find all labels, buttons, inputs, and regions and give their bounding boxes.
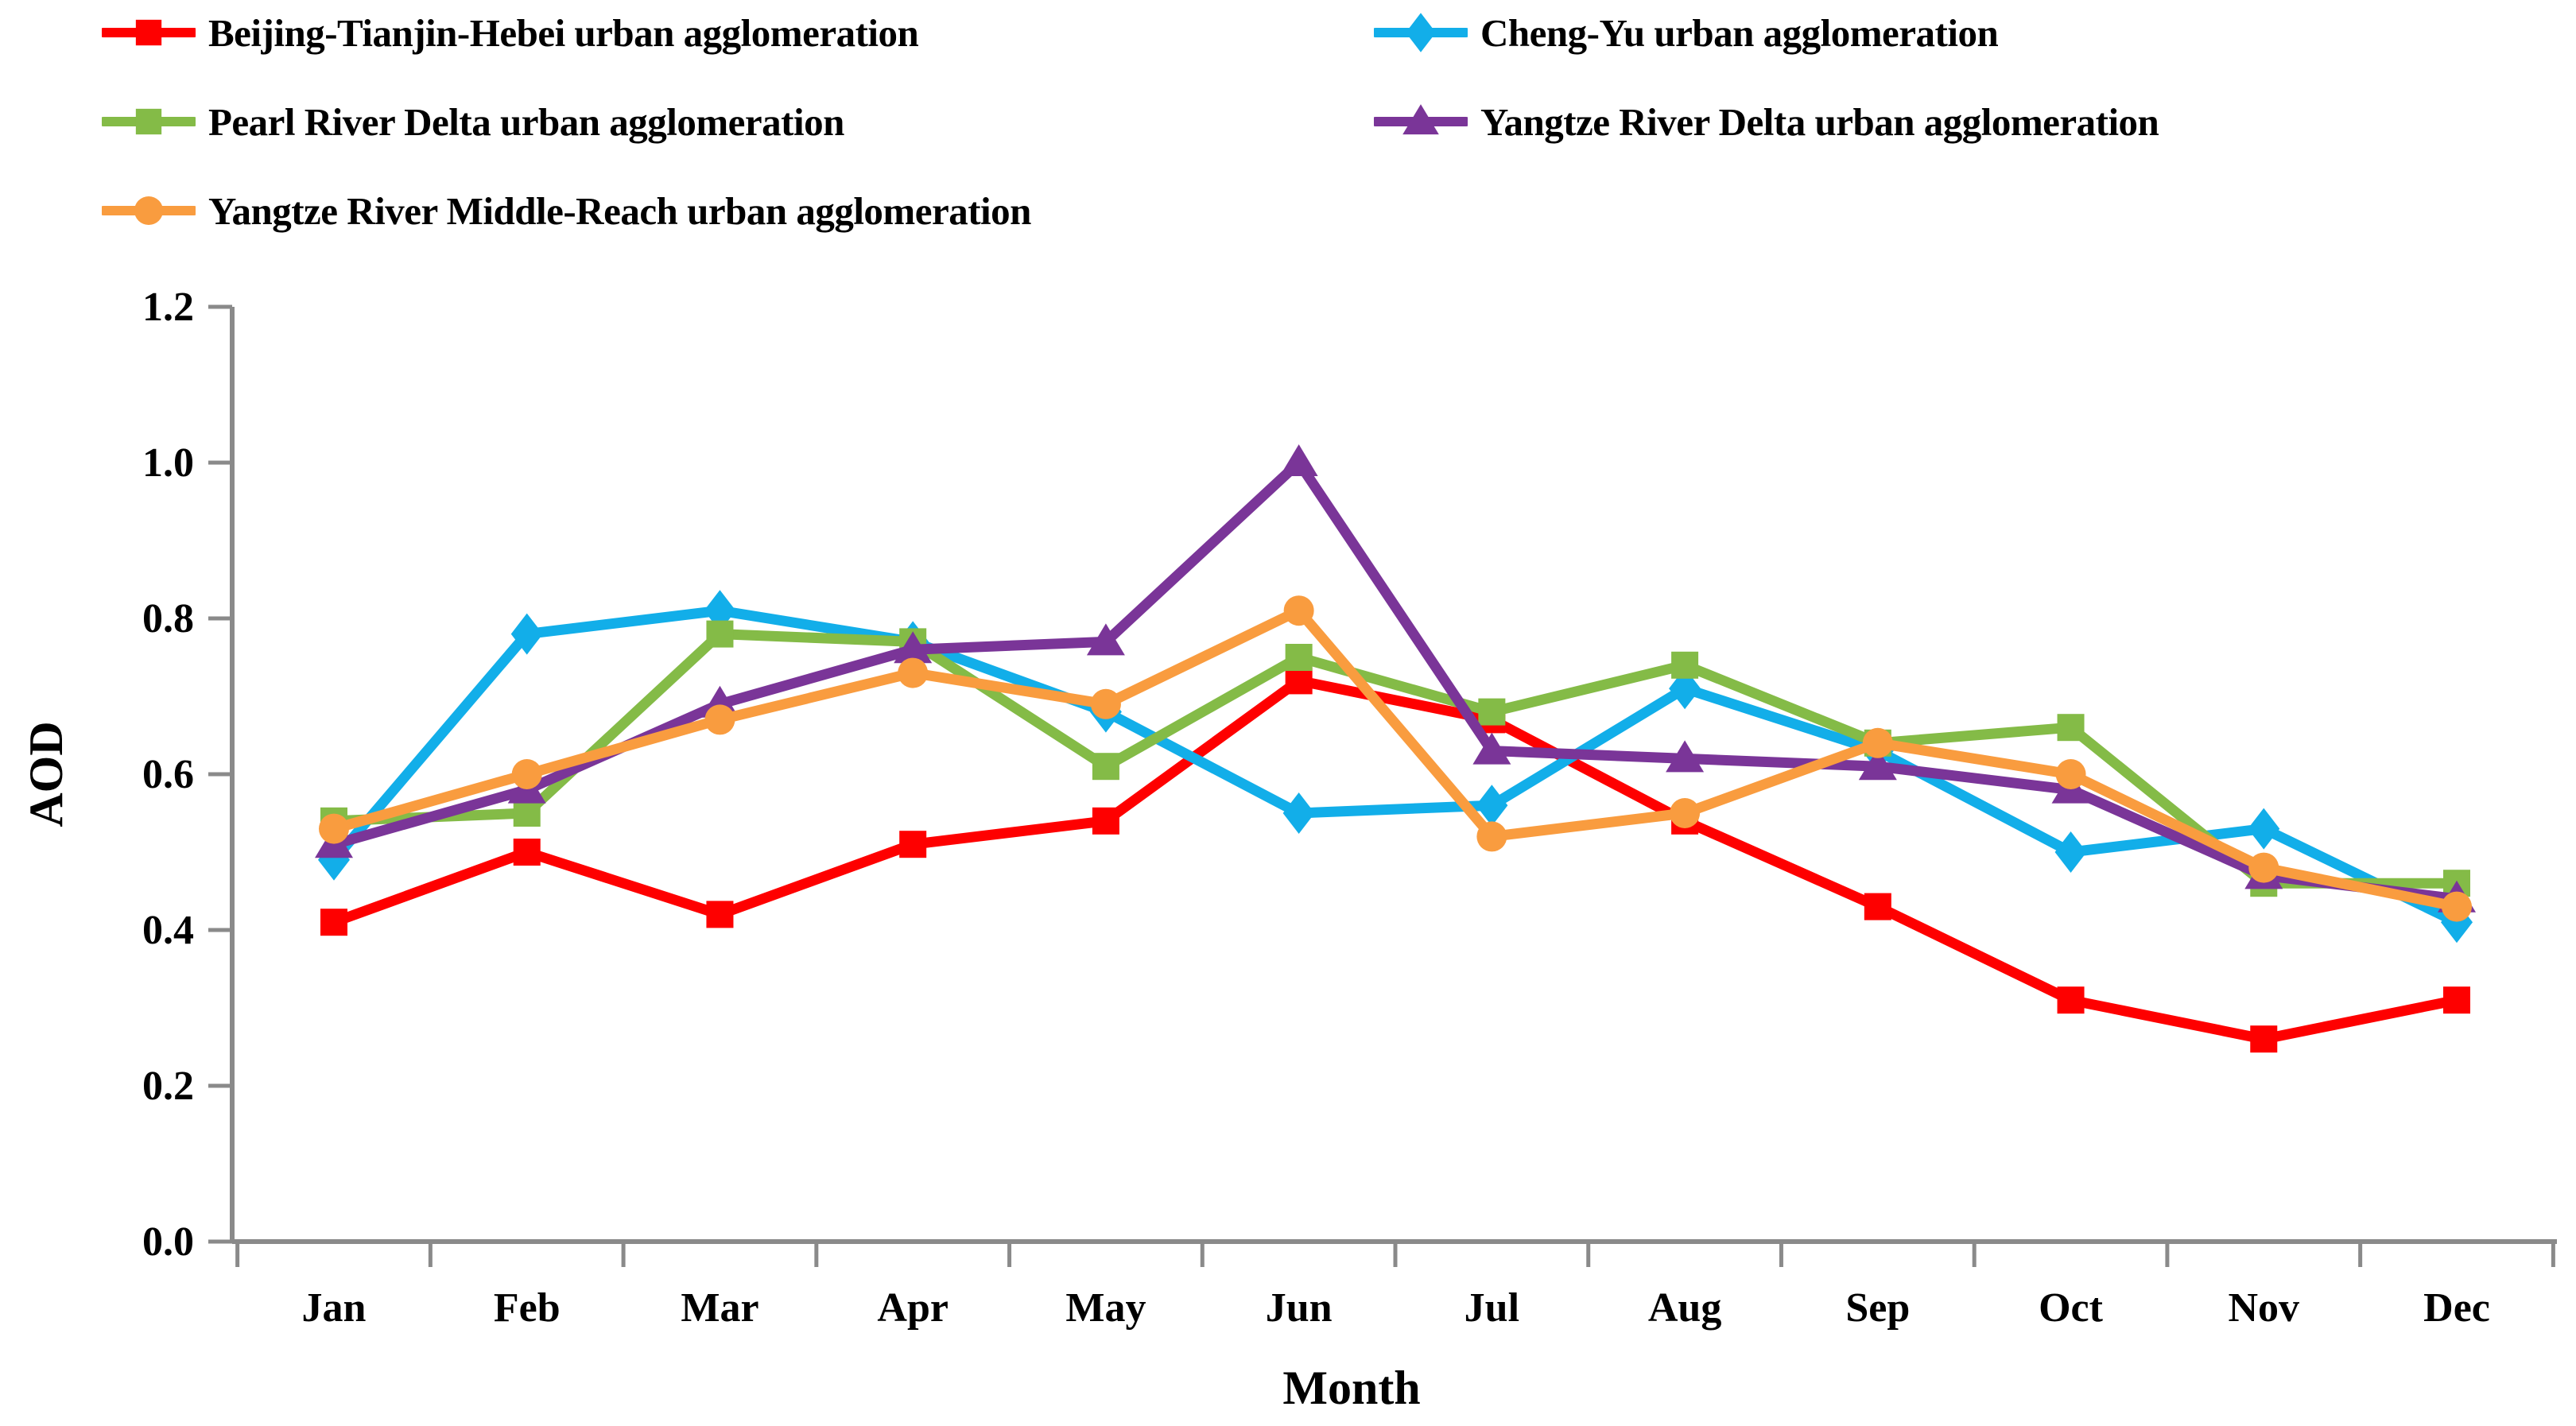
legend-item-2: Cheng-Yu urban agglomeration — [1374, 8, 2159, 57]
legend-marker — [135, 19, 162, 46]
data-point-marker — [898, 657, 929, 688]
legend-marker — [1402, 104, 1439, 135]
data-point-marker — [1864, 893, 1891, 920]
data-point-marker — [706, 901, 734, 928]
series-group — [315, 444, 2476, 1053]
legend-marker — [134, 196, 164, 226]
legend-label: Yangtze River Middle-Reach urban agglome… — [208, 188, 1031, 233]
data-point-marker — [1670, 798, 1701, 828]
series-line — [328, 629, 2462, 889]
series-3 — [320, 620, 2470, 897]
x-tick-label-jun: Jun — [1266, 1285, 1333, 1331]
circle-legend-swatch-icon — [102, 196, 196, 226]
data-point-marker — [1666, 740, 1705, 773]
legend-label: Yangtze River Delta urban agglomeration — [1480, 99, 2159, 144]
series-5 — [319, 595, 2472, 922]
data-point-marker — [2057, 986, 2085, 1014]
data-point-marker — [2057, 714, 2085, 742]
y-tick-label: 0.6 — [142, 752, 194, 797]
triangle-legend-swatch-icon — [1374, 104, 1468, 135]
series-line — [328, 605, 2462, 928]
data-point-marker — [1472, 732, 1511, 765]
data-point-marker — [1858, 748, 1897, 781]
data-point-marker — [2250, 1025, 2278, 1053]
data-point-marker — [510, 613, 543, 655]
data-point-marker — [1283, 595, 1314, 626]
data-point-marker — [2248, 808, 2280, 850]
x-tick-label-apr: Apr — [877, 1285, 949, 1331]
data-point-marker — [2443, 986, 2470, 1014]
data-point-marker — [320, 909, 347, 936]
data-point-marker — [1092, 753, 1119, 781]
x-tick-label-aug: Aug — [1648, 1285, 1721, 1331]
data-point-marker — [1671, 651, 1699, 679]
legend-item-4: Yangtze River Delta urban agglomeration — [1374, 97, 2159, 146]
data-point-marker — [1476, 821, 1507, 852]
legend-marker — [135, 108, 162, 135]
data-point-marker — [1476, 785, 1508, 827]
axis-labels-group: AOD Month — [20, 721, 1421, 1414]
y-axis-title: AOD — [20, 721, 72, 827]
data-point-marker — [706, 620, 734, 648]
series-line — [328, 675, 2462, 1044]
x-tick-label-nov: Nov — [2228, 1285, 2299, 1331]
data-point-marker — [1862, 727, 1893, 758]
series-line — [328, 605, 2462, 913]
data-point-marker — [513, 839, 541, 866]
y-tick-label: 1.0 — [142, 440, 194, 486]
legend-marker — [1406, 13, 1436, 52]
x-tick-label-may: May — [1065, 1285, 1146, 1331]
x-tick-label-sep: Sep — [1845, 1285, 1910, 1331]
x-tick-label-feb: Feb — [494, 1285, 561, 1331]
diamond-legend-swatch-icon — [1374, 13, 1468, 52]
series-line — [328, 457, 2462, 905]
data-point-marker — [1285, 644, 1313, 671]
data-point-marker — [894, 631, 933, 664]
legend-item-5: Yangtze River Middle-Reach urban agglome… — [102, 186, 1374, 235]
data-point-marker — [1282, 792, 1315, 834]
axes-group: 0.0 0.2 0.4 0.6 0.8 1.0 1.2 Jan Feb Mar Apr May Jun J… — [142, 285, 2557, 1331]
data-point-marker — [704, 704, 735, 735]
data-point-marker — [2055, 759, 2086, 789]
y-tick-label: 0.0 — [142, 1219, 194, 1265]
x-axis-title: Month — [1282, 1362, 1420, 1414]
x-tick-label-mar: Mar — [681, 1285, 758, 1331]
y-tick-label: 0.2 — [142, 1064, 194, 1109]
data-point-marker — [2054, 831, 2087, 873]
data-point-marker — [2442, 891, 2472, 922]
data-point-marker — [1092, 807, 1119, 835]
y-tick-label: 1.2 — [142, 285, 194, 330]
y-tick-label: 0.8 — [142, 596, 194, 641]
square-legend-swatch-icon — [102, 108, 196, 135]
x-tick-label-jul: Jul — [1465, 1285, 1519, 1331]
data-point-marker — [2248, 852, 2279, 883]
data-point-marker — [1090, 688, 1121, 719]
data-point-marker — [899, 831, 927, 858]
legend-item-3: Pearl River Delta urban agglomeration — [102, 97, 1374, 146]
data-point-marker — [1478, 698, 1506, 726]
square-legend-swatch-icon — [102, 19, 196, 46]
y-tick-label: 0.4 — [142, 908, 194, 953]
legend-label: Beijing-Tianjin-Hebei urban agglomeratio… — [208, 10, 919, 55]
x-tick-label-oct: Oct — [2039, 1285, 2104, 1331]
data-point-marker — [1086, 623, 1125, 656]
x-tick-label-dec: Dec — [2423, 1285, 2490, 1331]
legend-item-1: Beijing-Tianjin-Hebei urban agglomeratio… — [102, 8, 1374, 57]
legend-label: Cheng-Yu urban agglomeration — [1480, 10, 1999, 55]
data-point-marker — [1279, 444, 1318, 476]
data-point-marker — [1285, 667, 1313, 695]
chart-legend: Beijing-Tianjin-Hebei urban agglomeratio… — [102, 8, 2159, 235]
legend-label: Pearl River Delta urban agglomeration — [208, 99, 844, 144]
data-point-marker — [319, 813, 349, 844]
x-tick-label-jan: Jan — [302, 1285, 367, 1331]
data-point-marker — [511, 759, 542, 789]
data-point-marker — [513, 800, 541, 827]
